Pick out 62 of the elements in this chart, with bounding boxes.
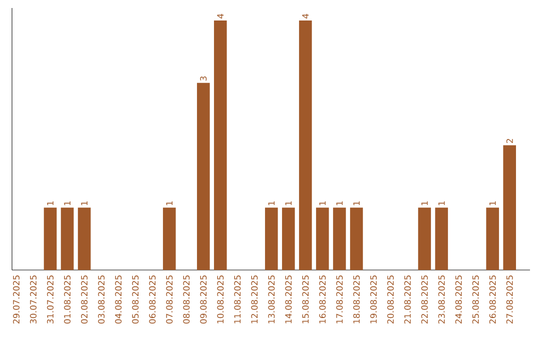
- x-tick-label: 04.08.2025: [115, 275, 122, 324]
- x-tick-label: 13.08.2025: [268, 275, 275, 324]
- data-label: 3: [200, 76, 207, 81]
- x-tick-label: 03.08.2025: [98, 275, 105, 324]
- bar: [162, 208, 176, 270]
- data-label: 1: [421, 201, 428, 206]
- data-label: 1: [438, 201, 445, 206]
- bar: [299, 20, 312, 270]
- x-tick-label: 18.08.2025: [353, 275, 360, 324]
- x-tick-label: 06.08.2025: [149, 275, 156, 324]
- data-label: 1: [47, 201, 54, 206]
- x-tick-label: 07.08.2025: [166, 275, 173, 324]
- data-label: 4: [217, 14, 224, 18]
- x-tick-label: 02.08.2025: [81, 275, 88, 324]
- x-tick-label: 12.08.2025: [251, 275, 258, 324]
- x-tick-label: 14.08.2025: [285, 275, 292, 324]
- x-tick-label: 26.08.2025: [489, 275, 496, 324]
- x-tick-label: 27.08.2025: [506, 275, 513, 324]
- x-tick-label: 19.08.2025: [370, 275, 377, 324]
- data-label: 1: [166, 201, 173, 206]
- data-label: 1: [336, 201, 343, 206]
- data-label: 1: [489, 201, 496, 206]
- x-tick-label: 10.08.2025: [217, 275, 224, 324]
- bar: [350, 208, 363, 270]
- x-tick-label: 11.08.2025: [234, 275, 241, 324]
- x-tick-label: 25.08.2025: [472, 275, 479, 324]
- data-label: 1: [81, 201, 88, 206]
- x-tick-label: 08.08.2025: [183, 275, 190, 324]
- x-tick-label: 23.08.2025: [438, 275, 445, 324]
- data-label: 1: [268, 201, 275, 206]
- bar: [418, 208, 431, 270]
- data-label: 1: [319, 201, 326, 206]
- bar: [333, 208, 346, 270]
- x-tick-label: 22.08.2025: [421, 275, 428, 324]
- x-tick-label: 31.07.2025: [47, 275, 54, 324]
- data-label: 1: [353, 201, 360, 206]
- x-tick-label: 15.08.2025: [302, 275, 309, 324]
- x-tick-label: 09.08.2025: [200, 275, 207, 324]
- bar: [503, 145, 516, 270]
- x-tick-label: 20.08.2025: [387, 275, 394, 324]
- bar: [78, 208, 91, 270]
- bar: [486, 208, 499, 270]
- x-tick-label: 16.08.2025: [319, 275, 326, 324]
- bar: [214, 20, 227, 270]
- data-label: 1: [64, 201, 70, 206]
- bar: [60, 208, 74, 270]
- bar: [435, 208, 448, 270]
- x-tick-label: 30.07.2025: [30, 275, 37, 324]
- x-tick-label: 29.07.2025: [13, 275, 20, 324]
- bar: [282, 208, 295, 270]
- x-tick-label: 17.08.2025: [336, 275, 343, 324]
- x-tick-label: 21.08.2025: [404, 275, 411, 324]
- x-tick-label: 24.08.2025: [455, 275, 462, 324]
- x-tick-label: 05.08.2025: [132, 275, 139, 324]
- bar: [316, 208, 329, 270]
- data-label: 1: [285, 201, 292, 206]
- bar: [196, 82, 210, 270]
- x-tick-label: 01.08.2025: [64, 275, 71, 324]
- bar: [265, 208, 278, 270]
- bar: [44, 208, 57, 270]
- data-label: 4: [302, 14, 309, 18]
- data-label: 2: [506, 139, 513, 144]
